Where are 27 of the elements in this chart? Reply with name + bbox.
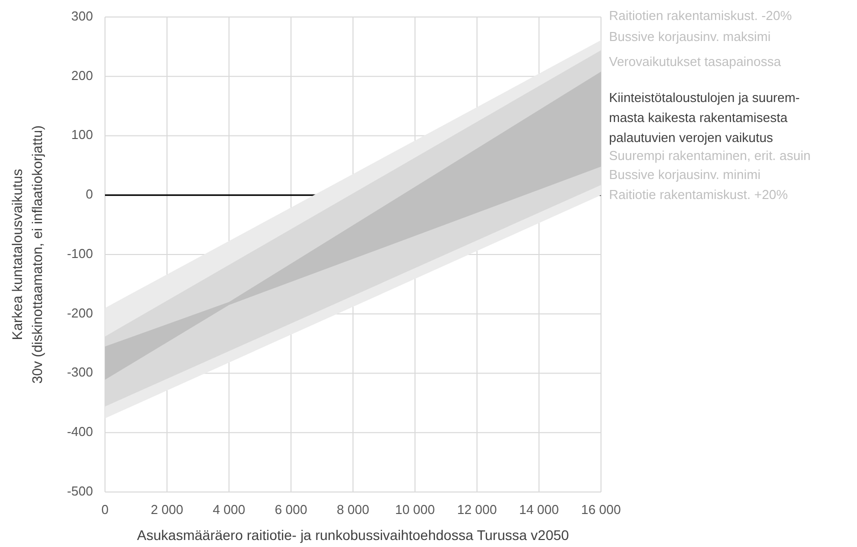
text: Raitiotie rakentamiskust. +20% bbox=[609, 187, 788, 202]
y-tick-label: 100 bbox=[71, 127, 93, 142]
y-tick-label: 0 bbox=[86, 186, 93, 202]
y-axis-title: Karkea kuntatalousvaikutus 30v (diskinottaamaton, ei inflaatiokorjattu) bbox=[9, 125, 45, 384]
y-tick-label: -200 bbox=[66, 305, 93, 320]
x-tick-label: 4 000 bbox=[212, 502, 246, 517]
x-tick-label: 2 000 bbox=[150, 502, 184, 517]
y-tick-label: -400 bbox=[66, 424, 93, 440]
y-tick-label: -100 bbox=[66, 246, 93, 261]
x-tick-label: 12 000 bbox=[457, 502, 497, 517]
text: Kiinteistötaloustulojen ja suurem- masta kaikesta rakentamisesta palautuvien verojen vaikutus bbox=[609, 90, 800, 146]
text: Verovaikutukset tasapainossa bbox=[609, 54, 782, 70]
text: Bussive korjausinv. minimi bbox=[609, 167, 761, 182]
y-tick-label: -500 bbox=[66, 483, 93, 498]
text: Bussive korjausinv. maksimi bbox=[609, 29, 771, 44]
x-tick-label: 8 000 bbox=[336, 502, 370, 517]
text: Raitiotien rakentamiskust. -20% bbox=[609, 8, 792, 24]
y-tick-label: 200 bbox=[71, 68, 93, 83]
x-tick-label: 16 000 bbox=[581, 502, 621, 517]
y-tick-label: -300 bbox=[66, 364, 93, 380]
x-tick-label: 14 000 bbox=[519, 502, 559, 517]
x-tick-label: 10 000 bbox=[395, 502, 435, 517]
y-tick-label: 300 bbox=[71, 8, 93, 24]
text: Suurempi rakentaminen, erit. asuin bbox=[609, 148, 811, 164]
x-axis-title: Asukasmääräero raitiotie- ja runkobussivaihtoehdossa Turussa v2050 bbox=[137, 527, 570, 543]
x-tick-label: 0 bbox=[101, 502, 109, 517]
x-tick-label: 6 000 bbox=[274, 502, 308, 517]
